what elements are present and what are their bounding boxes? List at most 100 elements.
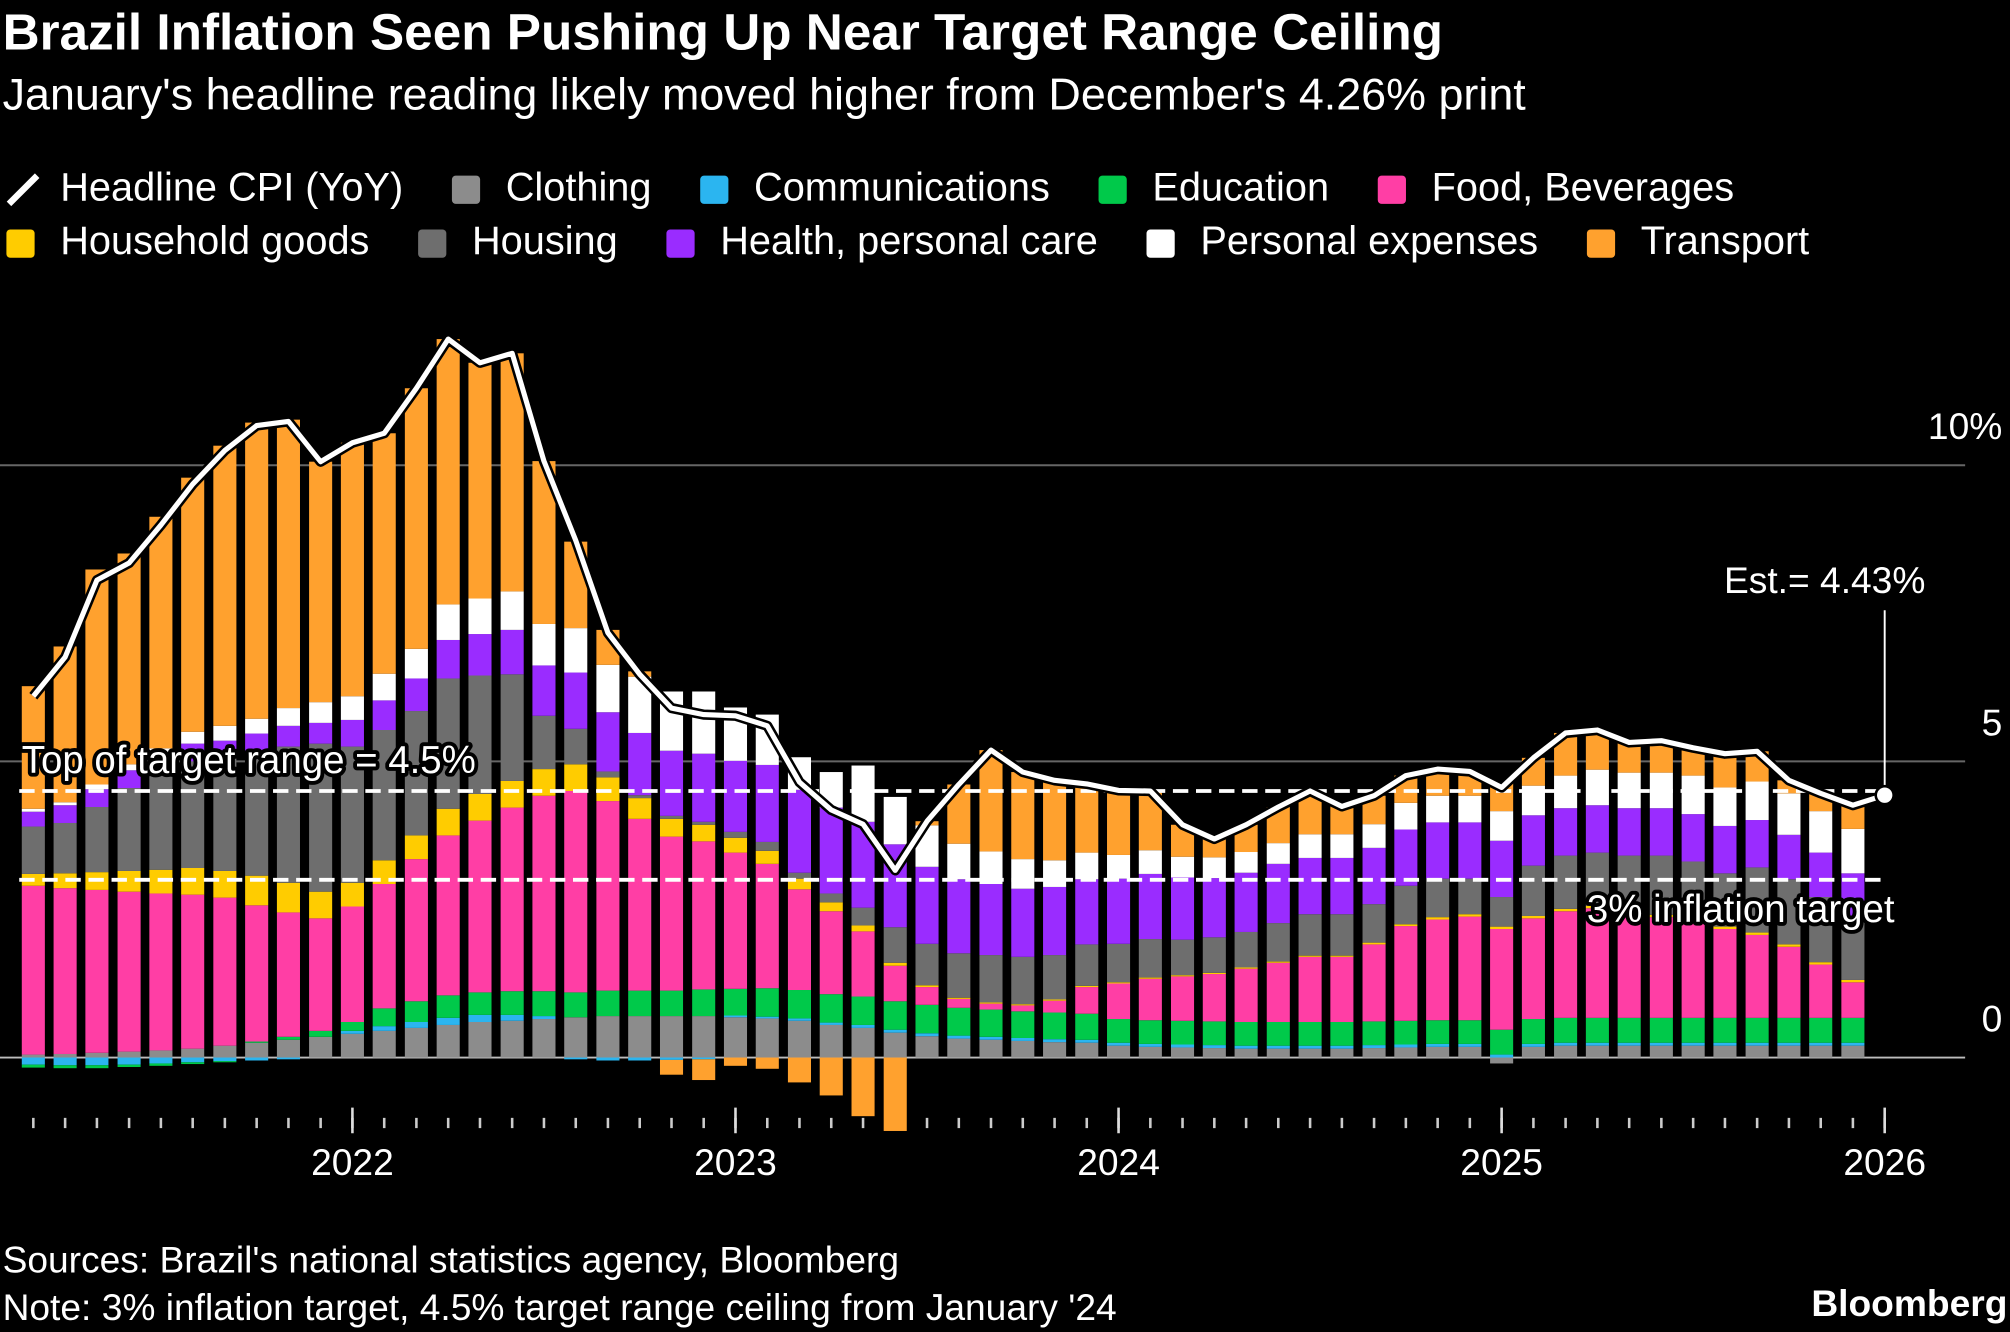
bar-segment <box>404 388 428 649</box>
bar-segment <box>1202 1048 1226 1058</box>
data-label: Est.= 4.43% <box>1724 559 1925 601</box>
bar-segment <box>1426 822 1450 879</box>
bar-segment <box>1490 840 1514 898</box>
bar-segment <box>659 750 684 816</box>
bar-segment <box>532 769 556 796</box>
bar-segment <box>1394 829 1418 886</box>
bar-segment <box>659 990 684 1017</box>
bar-segment <box>149 516 173 749</box>
bar-segment <box>819 994 843 1023</box>
bar-segment <box>659 815 684 819</box>
bar-segment <box>564 1017 588 1058</box>
bar-segment <box>1745 932 1769 935</box>
bar-segment <box>1490 929 1514 1030</box>
bar-segment <box>659 836 684 991</box>
legend-item: Clothing <box>451 165 651 209</box>
bar-segment <box>181 1057 205 1063</box>
bar-segment <box>947 953 971 998</box>
bar-segment <box>883 962 907 966</box>
bar-segment <box>1043 1000 1067 1013</box>
bar-segment <box>1138 850 1162 874</box>
bar-segment <box>979 955 1003 1003</box>
bar-segment <box>1745 1045 1769 1058</box>
bar-segment <box>787 789 811 873</box>
bar-segment <box>500 807 524 992</box>
bar-segment <box>979 851 1003 884</box>
bar-segment <box>564 628 588 673</box>
bar-segment <box>1107 1019 1131 1043</box>
legend-swatch <box>1146 229 1175 258</box>
bar-segment <box>787 878 811 890</box>
bar-segment <box>1809 964 1833 1018</box>
legend-item: Education <box>1098 165 1329 209</box>
bar-segment <box>468 362 492 599</box>
bar-segment <box>245 1042 269 1058</box>
bar-segment <box>1011 1040 1035 1058</box>
bar-segment <box>340 1030 364 1034</box>
bar-segment <box>1011 1005 1035 1012</box>
bar-segment <box>883 1001 907 1030</box>
bar-segment <box>1011 956 1035 1005</box>
bar-segment <box>53 822 77 874</box>
bar-segment <box>915 1004 939 1034</box>
bar-segment <box>1617 1042 1641 1046</box>
source-note: Sources: Brazil's national statistics ag… <box>3 1239 900 1281</box>
bar-segment <box>436 339 460 605</box>
bar-segment <box>723 1015 748 1018</box>
bar-segment <box>1521 1046 1545 1058</box>
bar-segment <box>372 1008 396 1027</box>
bar-segment <box>564 992 588 1018</box>
bar-segment <box>819 807 843 894</box>
bar-segment <box>628 1016 652 1058</box>
bar-segment <box>755 1018 779 1058</box>
bar-segment <box>1075 852 1099 880</box>
bar-segment <box>245 733 269 752</box>
bar-segment <box>404 648 428 679</box>
bar-segment <box>723 988 748 1016</box>
bar-segment <box>213 897 237 1046</box>
bar-segment <box>117 770 141 789</box>
bar-segment <box>340 1021 364 1031</box>
bar-segment <box>1298 914 1322 956</box>
bar-segment <box>1841 982 1865 1018</box>
bar-segment <box>787 889 811 991</box>
bar-segment <box>245 1041 269 1043</box>
bar-segment <box>1330 955 1354 957</box>
bar-segment <box>85 784 109 790</box>
bar-segment <box>1330 1021 1354 1046</box>
bar-segment <box>276 419 300 709</box>
bar-segment <box>692 753 716 822</box>
bar-segment <box>404 1021 428 1028</box>
bar-segment <box>1426 1020 1450 1044</box>
bar-segment <box>404 1001 428 1022</box>
bar-segment <box>947 1007 971 1036</box>
bar-segment <box>181 894 205 1049</box>
bar-segment <box>1266 1048 1290 1058</box>
bar-segment <box>53 1065 77 1069</box>
bar-segment <box>851 907 875 926</box>
bar-segment <box>692 824 716 842</box>
bar-segment <box>1649 1045 1673 1058</box>
bar-segment <box>1170 1047 1195 1058</box>
bar-segment <box>1170 939 1195 976</box>
bar-segment <box>117 788 141 871</box>
bar-segment <box>1202 838 1226 858</box>
bar-segment <box>1809 811 1833 853</box>
bar-segment <box>213 1061 237 1063</box>
bar-segment <box>628 1057 652 1061</box>
bar-segment <box>915 985 939 988</box>
bar-segment <box>819 1022 843 1025</box>
bar-segment <box>181 743 205 762</box>
bar-segment <box>596 664 620 713</box>
legend-label: Communications <box>754 165 1050 209</box>
bar-segment <box>1234 1045 1258 1049</box>
bar-segment <box>1362 942 1386 945</box>
bar-segment <box>276 725 300 747</box>
bar-segment <box>947 998 971 1008</box>
bar-segment <box>1170 1044 1195 1048</box>
bar-segment <box>1394 1044 1418 1048</box>
bar-segment <box>1107 854 1131 879</box>
bar-segment <box>372 433 396 674</box>
legend-label: Personal expenses <box>1200 219 1538 263</box>
bar-segment <box>117 764 141 771</box>
